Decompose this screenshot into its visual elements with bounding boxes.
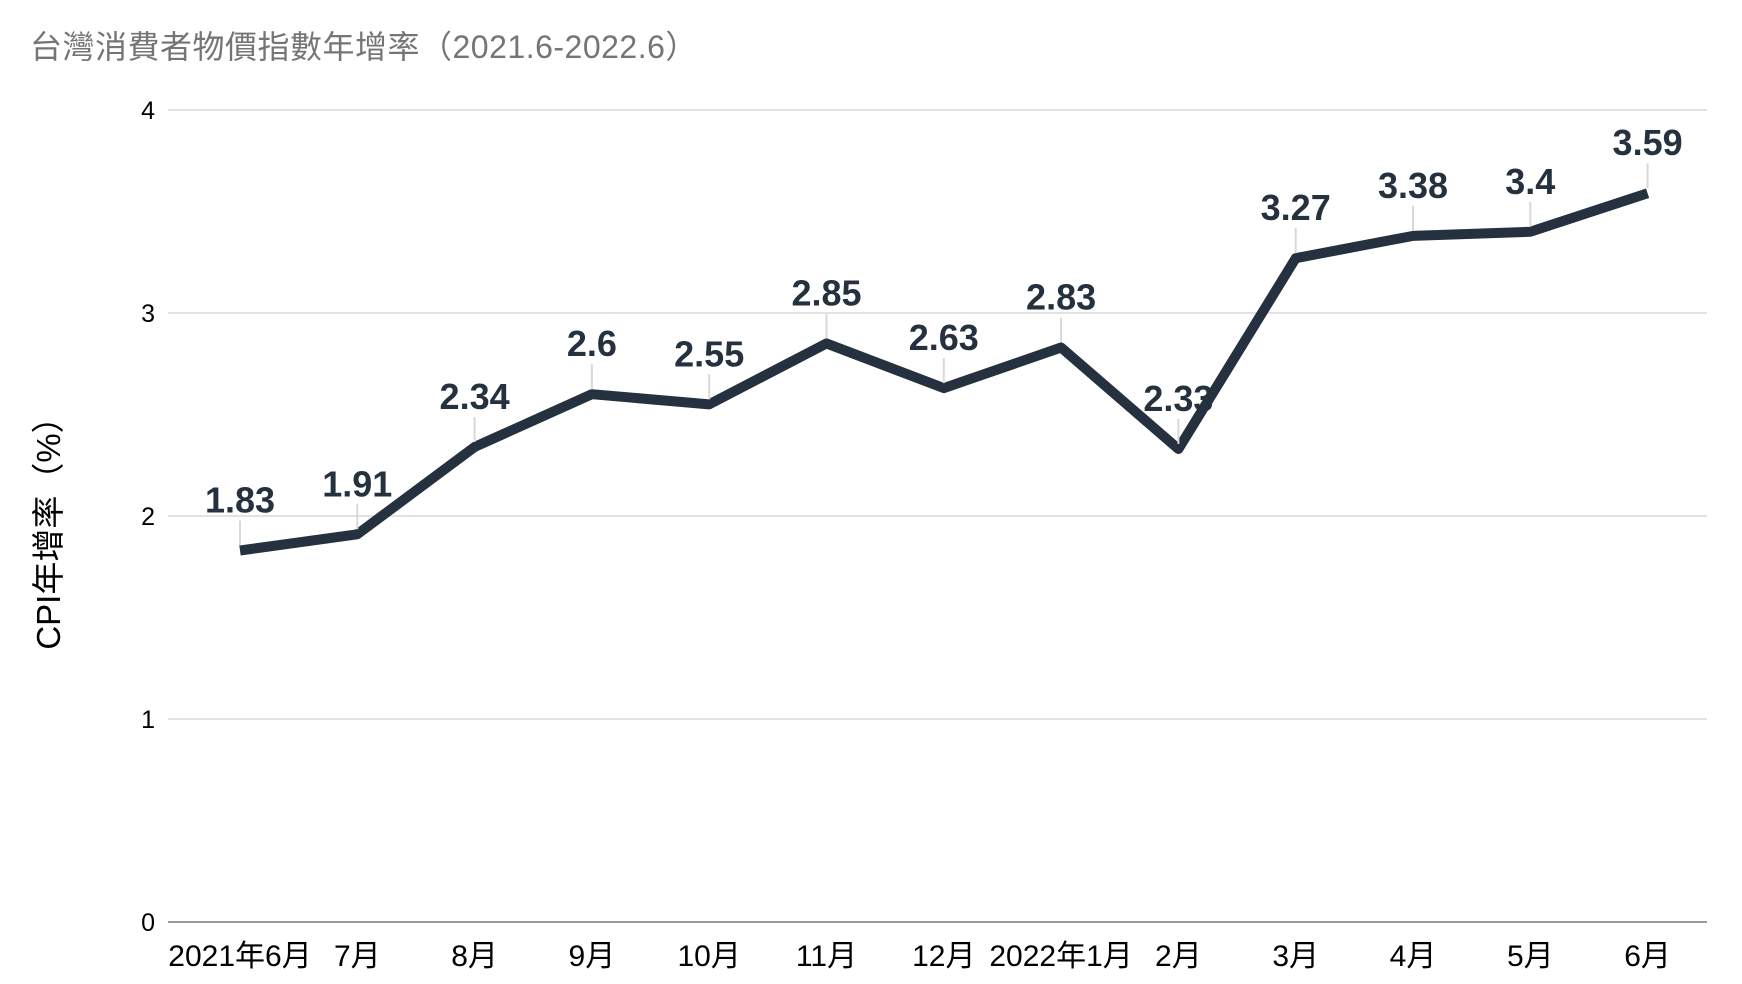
data-label: 3.4 <box>1505 161 1555 202</box>
data-label: 2.34 <box>440 376 510 417</box>
data-label: 1.83 <box>205 480 275 521</box>
x-tick-label: 7月 <box>334 940 381 973</box>
data-label: 1.91 <box>322 463 392 504</box>
y-tick-label: 4 <box>141 97 155 125</box>
x-tick-label: 2月 <box>1155 940 1202 973</box>
x-tick-label: 11月 <box>796 940 857 973</box>
x-tick-label: 12月 <box>912 940 975 973</box>
data-label: 2.6 <box>567 323 617 364</box>
x-tick-label: 2021年6月 <box>168 940 311 973</box>
data-label: 2.33 <box>1143 378 1213 419</box>
y-tick-label: 1 <box>141 706 155 734</box>
y-tick-label: 2 <box>141 503 155 531</box>
data-label: 2.83 <box>1026 277 1096 318</box>
x-tick-label: 9月 <box>569 940 616 973</box>
data-label: 2.55 <box>674 333 744 374</box>
x-tick-label: 10月 <box>678 940 741 973</box>
x-tick-label: 2022年1月 <box>989 940 1132 973</box>
y-tick-label: 3 <box>141 300 155 328</box>
data-label: 3.59 <box>1613 122 1683 163</box>
x-tick-label: 5月 <box>1507 940 1554 973</box>
data-label: 3.27 <box>1261 187 1331 228</box>
x-tick-label: 8月 <box>451 940 498 973</box>
chart-title: 台灣消費者物價指數年增率（2021.6-2022.6） <box>30 29 698 65</box>
x-tick-label: 4月 <box>1390 940 1437 973</box>
series-line <box>239 188 1650 556</box>
data-label: 3.38 <box>1378 165 1448 206</box>
x-tick-label: 3月 <box>1272 940 1319 973</box>
data-label: 2.63 <box>909 317 979 358</box>
data-label: 2.85 <box>791 272 861 313</box>
y-tick-label: 0 <box>141 909 155 937</box>
x-tick-label: 6月 <box>1624 940 1671 973</box>
